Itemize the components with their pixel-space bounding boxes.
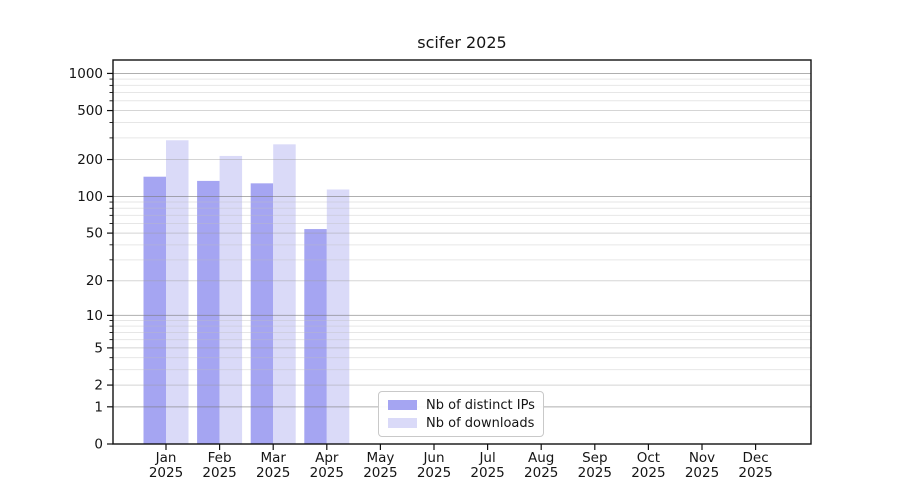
x-tick-label-3-month: Apr: [315, 450, 339, 466]
y-tick-label-100: 100: [77, 189, 103, 205]
y-tick-label-2: 2: [94, 378, 103, 394]
x-tick-label-1-month: Feb: [208, 450, 232, 466]
bar-distinct-ips-2: [250, 183, 274, 444]
x-tick-label-5-year: 2025: [417, 465, 451, 481]
bar-downloads-0: [166, 140, 189, 444]
x-tick-label-9-year: 2025: [631, 465, 665, 481]
bar-downloads-2: [273, 144, 296, 444]
y-tick-label-500: 500: [77, 103, 103, 119]
x-tick-label-2-month: Mar: [260, 450, 286, 466]
x-tick-label-10-year: 2025: [685, 465, 719, 481]
bar-distinct-ips-1: [197, 180, 220, 444]
legend-label-distinct-ips: Nb of distinct IPs: [426, 397, 535, 413]
bar-downloads-1: [219, 155, 243, 444]
x-tick-label-4-month: May: [366, 450, 394, 466]
y-tick-label-50: 50: [86, 226, 103, 242]
x-tick-label-7-month: Aug: [528, 450, 554, 466]
x-tick-label-4-year: 2025: [363, 465, 397, 481]
y-tick-label-20: 20: [86, 273, 103, 289]
plot-frame: [112, 59, 812, 445]
x-tick-label-10-month: Nov: [689, 450, 715, 466]
legend-item-distinct-ips: Nb of distinct IPs: [388, 399, 535, 412]
x-tick-label-0-month: Jan: [155, 450, 177, 466]
legend-label-downloads: Nb of downloads: [426, 415, 535, 431]
x-tick-label-0-year: 2025: [149, 465, 183, 481]
y-tick-label-5: 5: [94, 340, 103, 356]
x-tick-label-6-year: 2025: [470, 465, 504, 481]
y-tick-label-10: 10: [86, 308, 103, 324]
x-tick-label-8-month: Sep: [582, 450, 607, 466]
legend-swatch-downloads: [388, 418, 417, 428]
bar-distinct-ips-3: [304, 229, 327, 444]
y-tick-label-200: 200: [77, 152, 103, 168]
legend-item-downloads: Nb of downloads: [388, 417, 535, 430]
chart-title: scifer 2025: [417, 33, 507, 52]
x-tick-label-11-month: Dec: [743, 450, 769, 466]
bar-downloads-3: [326, 189, 350, 444]
x-tick-label-2-year: 2025: [256, 465, 290, 481]
y-tick-label-1: 1: [94, 399, 103, 415]
x-tick-label-7-year: 2025: [524, 465, 558, 481]
y-tick-label-0: 0: [94, 437, 103, 453]
x-tick-label-11-year: 2025: [738, 465, 772, 481]
legend: Nb of distinct IPs Nb of downloads: [378, 391, 544, 437]
x-tick-label-3-year: 2025: [310, 465, 344, 481]
bar-distinct-ips-0: [143, 176, 166, 444]
x-tick-label-8-year: 2025: [578, 465, 612, 481]
x-tick-label-5-month: Jun: [422, 450, 444, 466]
x-tick-label-6-month: Jul: [478, 450, 495, 466]
x-tick-label-1-year: 2025: [202, 465, 236, 481]
x-tick-label-9-month: Oct: [637, 450, 660, 466]
legend-swatch-distinct-ips: [388, 400, 417, 410]
y-tick-label-1000: 1000: [69, 66, 103, 82]
